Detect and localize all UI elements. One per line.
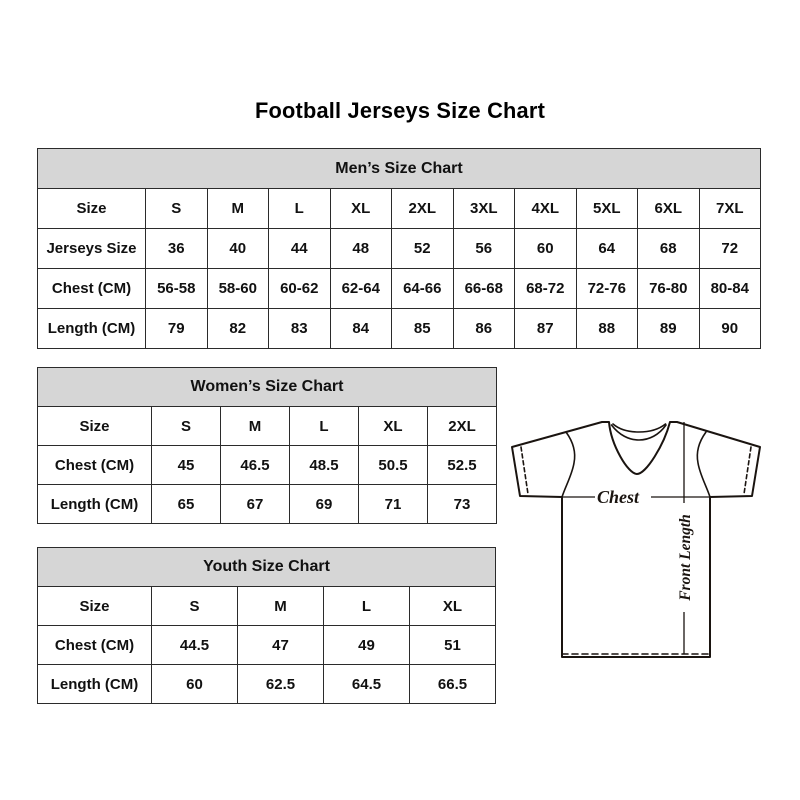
svg-text:Chest: Chest [597, 487, 640, 507]
svg-text:Front Length: Front Length [677, 514, 694, 602]
